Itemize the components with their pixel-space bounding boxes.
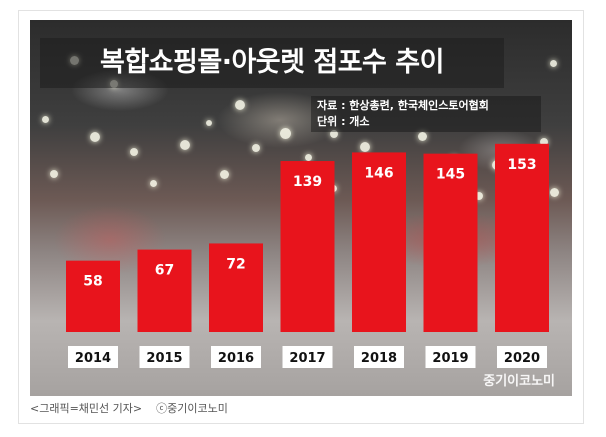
source-line: 자료 : 한상총련, 한국체인스토어협회 — [317, 99, 489, 112]
bar-2015 — [137, 249, 192, 332]
caption-credit: <그래픽=채민선 기자> — [30, 402, 143, 415]
bar-2017 — [280, 161, 335, 332]
category-label-bg-2018 — [354, 346, 404, 368]
chart-title: 복합쇼핑몰·아웃렛 점포수 추이 — [100, 47, 444, 78]
value-label-2017: 139 — [293, 174, 322, 190]
category-label-2015: 2015 — [146, 351, 182, 366]
category-label-bg-2016 — [211, 346, 261, 368]
bar-2016 — [209, 243, 263, 332]
category-label-bg-2014 — [68, 346, 118, 368]
category-label-2017: 2017 — [289, 351, 325, 366]
bar-2014 — [66, 260, 120, 332]
category-label-2014: 2014 — [75, 351, 111, 366]
value-label-2020: 153 — [507, 157, 536, 173]
figure-caption: <그래픽=채민선 기자> ⓒ중기이코노미 — [30, 400, 228, 416]
category-label-2019: 2019 — [432, 351, 468, 366]
category-label-bg-2020 — [497, 346, 547, 368]
bars-group: 58 2014 67 2015 72 2016 139 2017 146 2018 145 2019 1… — [66, 143, 549, 368]
watermark-text: 중기이코노미 — [483, 373, 555, 389]
value-label-2016: 72 — [226, 256, 245, 272]
bar-2019 — [423, 153, 478, 332]
title-backdrop — [40, 38, 504, 88]
category-label-2020: 2020 — [504, 351, 540, 366]
bar-2018 — [352, 152, 406, 332]
value-label-2018: 146 — [364, 165, 393, 181]
category-label-bg-2017 — [282, 346, 333, 368]
caption-copyright: ⓒ중기이코노미 — [156, 402, 228, 415]
unit-line: 단위 : 개소 — [317, 115, 370, 128]
source-note: 자료 : 한상총련, 한국체인스토어협회 단위 : 개소 — [311, 96, 541, 132]
category-label-bg-2019 — [425, 346, 476, 368]
category-label-bg-2015 — [139, 346, 190, 368]
category-label-2016: 2016 — [218, 351, 254, 366]
bar-chart: 58 2014 67 2015 72 2016 139 2017 146 2018 145 2019 1… — [66, 143, 555, 389]
value-label-2015: 67 — [155, 263, 174, 279]
bar-2020 — [495, 143, 549, 332]
value-label-2014: 58 — [83, 274, 102, 290]
value-label-2019: 145 — [436, 167, 465, 183]
category-label-2018: 2018 — [361, 351, 397, 366]
